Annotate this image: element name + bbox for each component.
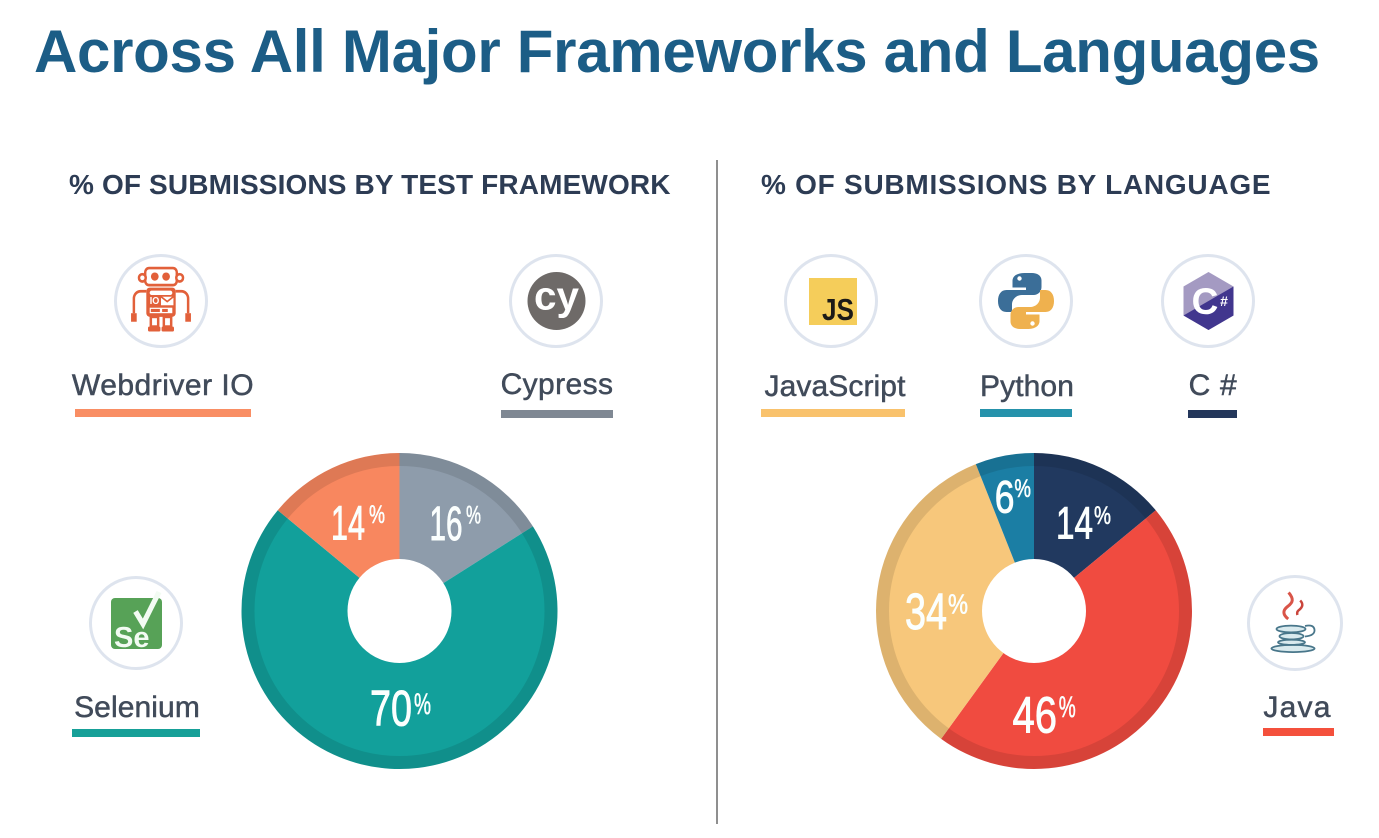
svg-text:#: #: [1220, 293, 1228, 309]
svg-text:46: 46: [1013, 687, 1058, 744]
svg-text:%: %: [414, 688, 431, 721]
svg-text:16: 16: [430, 498, 463, 551]
svg-text:14: 14: [331, 497, 365, 550]
svg-text:cy: cy: [534, 275, 580, 319]
svg-text:6: 6: [995, 472, 1015, 523]
svg-text:%: %: [1059, 691, 1076, 724]
svg-text:%: %: [1014, 475, 1031, 503]
svg-text:%: %: [948, 589, 968, 620]
svg-text:14: 14: [1056, 498, 1093, 549]
svg-text:%: %: [369, 501, 385, 529]
svg-text:JS: JS: [822, 292, 854, 327]
svg-text:34: 34: [905, 583, 947, 640]
svg-text:%: %: [1094, 502, 1111, 530]
svg-text:IO: IO: [150, 295, 160, 306]
svg-text:70: 70: [370, 681, 412, 737]
svg-text:C: C: [1192, 281, 1219, 322]
svg-text:%: %: [466, 502, 481, 530]
svg-text:Se: Se: [114, 622, 149, 654]
